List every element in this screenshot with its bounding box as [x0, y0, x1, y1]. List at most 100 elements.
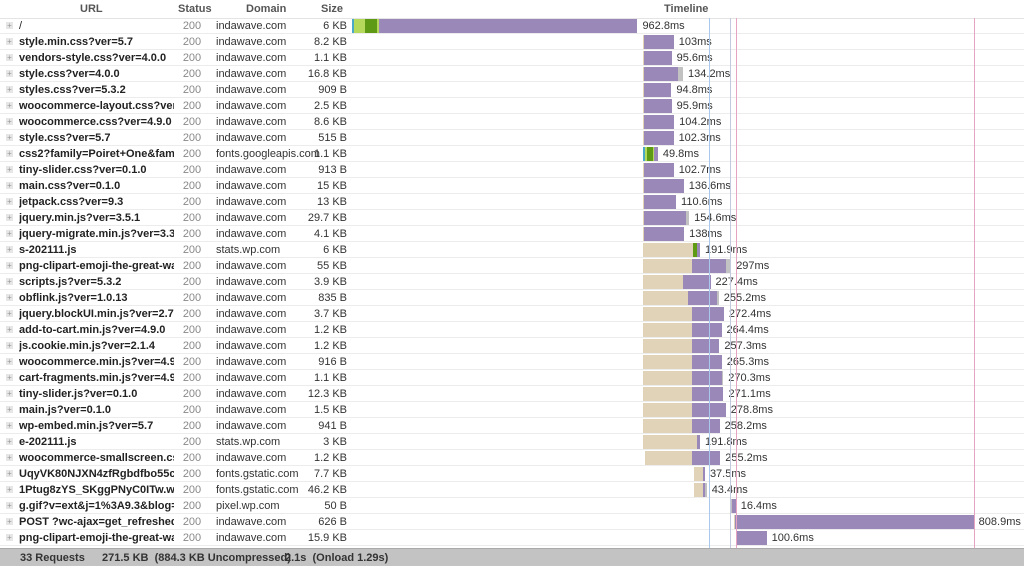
expand-icon[interactable]: +	[6, 421, 13, 430]
request-url[interactable]: css2?family=Poiret+One&family...	[19, 148, 174, 160]
expand-icon[interactable]: +	[6, 469, 13, 478]
expand-icon[interactable]: +	[6, 181, 13, 190]
request-url[interactable]: woocommerce.min.js?ver=4.9.0	[19, 356, 174, 368]
table-row[interactable]: + woocommerce-layout.css?ver=4... 200 indaw…	[0, 98, 1024, 114]
table-row[interactable]: + tiny-slider.css?ver=0.1.0 200 indawave.co…	[0, 162, 1024, 178]
table-row[interactable]: + jquery.blockUI.min.js?ver=2.70 200 indawa…	[0, 306, 1024, 322]
request-url[interactable]: tiny-slider.js?ver=0.1.0	[19, 388, 138, 400]
expand-icon[interactable]: +	[6, 309, 13, 318]
table-row[interactable]: + / 200 indawave.com 6 KB 962.8ms	[0, 18, 1024, 34]
expand-icon[interactable]: +	[6, 149, 13, 158]
table-row[interactable]: + jquery-migrate.min.js?ver=3.3.2 200 indaw…	[0, 226, 1024, 242]
request-url[interactable]: vendors-style.css?ver=4.0.0	[19, 52, 167, 64]
table-row[interactable]: + png-clipart-emoji-the-great-wave... 200 i…	[0, 258, 1024, 274]
expand-icon[interactable]: +	[6, 165, 13, 174]
table-row[interactable]: + main.js?ver=0.1.0 200 indawave.com 1.5 KB 2…	[0, 402, 1024, 418]
table-row[interactable]: + g.gif?v=ext&j=1%3A9.3&blog=18... 200 pixe…	[0, 498, 1024, 514]
header-status[interactable]: Status	[178, 3, 212, 15]
request-url[interactable]: jquery.min.js?ver=3.5.1	[19, 212, 141, 224]
expand-icon[interactable]: +	[6, 405, 13, 414]
expand-icon[interactable]: +	[6, 389, 13, 398]
expand-icon[interactable]: +	[6, 69, 13, 78]
expand-icon[interactable]: +	[6, 357, 13, 366]
table-row[interactable]: + woocommerce.min.js?ver=4.9.0 200 indawave…	[0, 354, 1024, 370]
table-row[interactable]: + js.cookie.min.js?ver=2.1.4 200 indawave.c…	[0, 338, 1024, 354]
table-row[interactable]: + woocommerce.css?ver=4.9.0 200 indawave.co…	[0, 114, 1024, 130]
table-row[interactable]: + cart-fragments.min.js?ver=4.9.0 200 indaw…	[0, 370, 1024, 386]
request-url[interactable]: g.gif?v=ext&j=1%3A9.3&blog=18...	[19, 500, 174, 512]
table-row[interactable]: + UqyVK80NJXN4zfRgbdfbo55cVw... 200 fonts.g…	[0, 466, 1024, 482]
expand-icon[interactable]: +	[6, 373, 13, 382]
request-url[interactable]: s-202111.js	[19, 244, 77, 256]
request-url[interactable]: tiny-slider.css?ver=0.1.0	[19, 164, 147, 176]
request-url[interactable]: styles.css?ver=5.3.2	[19, 84, 126, 96]
expand-icon[interactable]: +	[6, 213, 13, 222]
table-row[interactable]: + obflink.js?ver=1.0.13 200 indawave.com 835…	[0, 290, 1024, 306]
expand-icon[interactable]: +	[6, 229, 13, 238]
request-url[interactable]: js.cookie.min.js?ver=2.1.4	[19, 340, 156, 352]
request-url[interactable]: png-clipart-emoji-the-great-wave...	[19, 532, 174, 544]
expand-icon[interactable]: +	[6, 501, 13, 510]
expand-icon[interactable]: +	[6, 485, 13, 494]
table-row[interactable]: + scripts.js?ver=5.3.2 200 indawave.com 3.9 …	[0, 274, 1024, 290]
request-url[interactable]: woocommerce-layout.css?ver=4...	[19, 100, 174, 112]
expand-icon[interactable]: +	[6, 261, 13, 270]
request-url[interactable]: obflink.js?ver=1.0.13	[19, 292, 128, 304]
table-row[interactable]: + jetpack.css?ver=9.3 200 indawave.com 13 KB…	[0, 194, 1024, 210]
table-row[interactable]: + POST ?wc-ajax=get_refreshed_fr... 200 ind…	[0, 514, 1024, 530]
request-url[interactable]: woocommerce-smallscreen.css?...	[19, 452, 174, 464]
request-url[interactable]: woocommerce.css?ver=4.9.0	[19, 116, 172, 128]
request-url[interactable]: /	[19, 20, 23, 32]
header-url[interactable]: URL	[80, 3, 103, 15]
table-row[interactable]: + style.css?ver=4.0.0 200 indawave.com 16.8 …	[0, 66, 1024, 82]
table-row[interactable]: + style.css?ver=5.7 200 indawave.com 515 B 10…	[0, 130, 1024, 146]
table-row[interactable]: + styles.css?ver=5.3.2 200 indawave.com 909 …	[0, 82, 1024, 98]
expand-icon[interactable]: +	[6, 245, 13, 254]
request-url[interactable]: jquery-migrate.min.js?ver=3.3.2	[19, 228, 174, 240]
table-row[interactable]: + css2?family=Poiret+One&family... 200 font…	[0, 146, 1024, 162]
expand-icon[interactable]: +	[6, 37, 13, 46]
expand-icon[interactable]: +	[6, 341, 13, 350]
expand-icon[interactable]: +	[6, 197, 13, 206]
request-url[interactable]: scripts.js?ver=5.3.2	[19, 276, 122, 288]
expand-icon[interactable]: +	[6, 533, 13, 542]
table-row[interactable]: + tiny-slider.js?ver=0.1.0 200 indawave.com…	[0, 386, 1024, 402]
request-url[interactable]: 1Ptug8zYS_SKggPNyC0ITw.woff2	[19, 484, 174, 496]
table-row[interactable]: + add-to-cart.min.js?ver=4.9.0 200 indawave…	[0, 322, 1024, 338]
request-url[interactable]: POST ?wc-ajax=get_refreshed_fr...	[19, 516, 174, 528]
table-row[interactable]: + png-clipart-emoji-the-great-wave... 200 i…	[0, 530, 1024, 546]
table-row[interactable]: + s-202111.js 200 stats.wp.com 6 KB 191.9ms	[0, 242, 1024, 258]
request-url[interactable]: cart-fragments.min.js?ver=4.9.0	[19, 372, 174, 384]
expand-icon[interactable]: +	[6, 437, 13, 446]
request-url[interactable]: e-202111.js	[19, 436, 77, 448]
table-row[interactable]: + wp-embed.min.js?ver=5.7 200 indawave.com 9…	[0, 418, 1024, 434]
expand-icon[interactable]: +	[6, 133, 13, 142]
request-url[interactable]: wp-embed.min.js?ver=5.7	[19, 420, 154, 432]
request-url[interactable]: png-clipart-emoji-the-great-wave...	[19, 260, 174, 272]
table-row[interactable]: + jquery.min.js?ver=3.5.1 200 indawave.com 2…	[0, 210, 1024, 226]
expand-icon[interactable]: +	[6, 277, 13, 286]
expand-icon[interactable]: +	[6, 53, 13, 62]
request-url[interactable]: style.css?ver=5.7	[19, 132, 111, 144]
request-url[interactable]: add-to-cart.min.js?ver=4.9.0	[19, 324, 166, 336]
expand-icon[interactable]: +	[6, 85, 13, 94]
request-url[interactable]: style.css?ver=4.0.0	[19, 68, 120, 80]
table-row[interactable]: + woocommerce-smallscreen.css?... 200 indaw…	[0, 450, 1024, 466]
expand-icon[interactable]: +	[6, 517, 13, 526]
request-url[interactable]: style.min.css?ver=5.7	[19, 36, 134, 48]
expand-icon[interactable]: +	[6, 21, 13, 30]
expand-icon[interactable]: +	[6, 453, 13, 462]
expand-icon[interactable]: +	[6, 117, 13, 126]
table-row[interactable]: + vendors-style.css?ver=4.0.0 200 indawave.…	[0, 50, 1024, 66]
expand-icon[interactable]: +	[6, 293, 13, 302]
request-url[interactable]: main.css?ver=0.1.0	[19, 180, 121, 192]
table-row[interactable]: + style.min.css?ver=5.7 200 indawave.com 8.2…	[0, 34, 1024, 50]
request-url[interactable]: UqyVK80NJXN4zfRgbdfbo55cVw...	[19, 468, 174, 480]
header-size[interactable]: Size	[321, 3, 344, 15]
expand-icon[interactable]: +	[6, 325, 13, 334]
request-url[interactable]: jetpack.css?ver=9.3	[19, 196, 124, 208]
header-domain[interactable]: Domain	[246, 3, 287, 15]
request-url[interactable]: main.js?ver=0.1.0	[19, 404, 112, 416]
table-row[interactable]: + e-202111.js 200 stats.wp.com 3 KB 191.8ms	[0, 434, 1024, 450]
